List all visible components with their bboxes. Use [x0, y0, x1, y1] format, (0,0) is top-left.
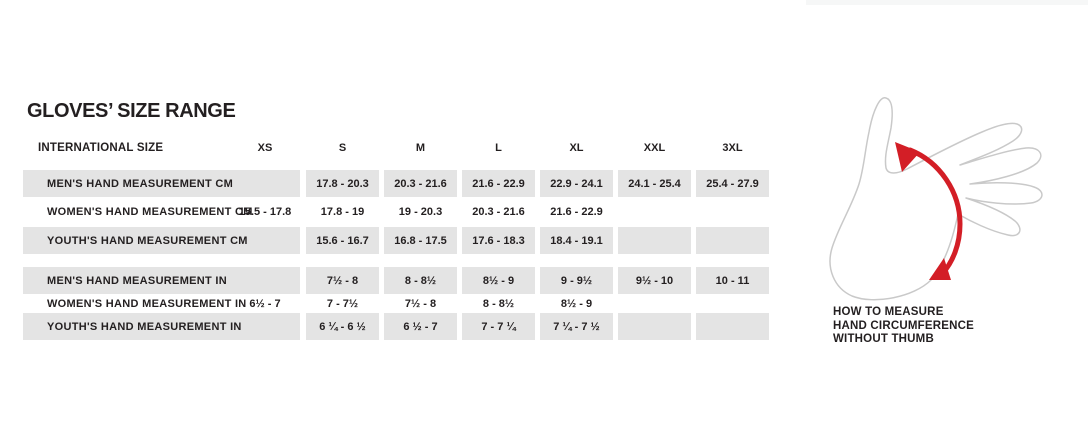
- table-cell: 22.9 - 24.1: [540, 170, 613, 197]
- header-international-size: INTERNATIONAL SIZE: [38, 142, 164, 154]
- table-cell: 7 - 7 ¼: [462, 313, 535, 340]
- measure-instruction-line: WITHOUT THUMB: [833, 333, 934, 345]
- row-label: YOUTH'S HAND MEASUREMENT IN: [23, 313, 300, 340]
- table-cell: [696, 313, 769, 340]
- table-cell: 17.6 - 18.3: [462, 227, 535, 254]
- header-size-xs: XS: [257, 142, 273, 154]
- table-cell: 8 - 8½: [482, 298, 515, 310]
- measure-instruction-line: HAND CIRCUMFERENCE: [833, 319, 974, 332]
- header-size-m: M: [415, 142, 426, 154]
- row-label: WOMEN'S HAND MEASUREMENT CM: [47, 205, 253, 218]
- table-header-row: INTERNATIONAL SIZE XS S M L XL XXL 3XL: [23, 140, 769, 156]
- table-cell: 8 - 8½: [384, 267, 457, 294]
- table-row-youths-cm: YOUTH'S HAND MEASUREMENT CM 15.6 - 16.7 …: [23, 227, 769, 254]
- table-row-youths-in: YOUTH'S HAND MEASUREMENT IN 6 ¼ - 6 ½ 6 …: [23, 313, 769, 340]
- table-cell: 9 - 9½: [540, 267, 613, 294]
- table-cell: 21.6 - 22.9: [550, 205, 603, 218]
- table-cell: 7½ - 8: [404, 298, 437, 310]
- table-row-mens-in: MEN'S HAND MEASUREMENT IN 7½ - 8 8 - 8½ …: [23, 267, 769, 294]
- table-cell: [618, 313, 691, 340]
- table-cell: 19 - 20.3: [398, 205, 443, 218]
- table-cell: 17.8 - 20.3: [306, 170, 379, 197]
- table-cell: 16.8 - 17.5: [384, 227, 457, 254]
- table-cell: 20.3 - 21.6: [384, 170, 457, 197]
- table-cell: [618, 227, 691, 254]
- table-cell: 8½ - 9: [462, 267, 535, 294]
- table-cell: 6 ¼ - 6 ½: [306, 313, 379, 340]
- table-row-womens-in: WOMEN'S HAND MEASUREMENT IN 6½ - 7 7 - 7…: [23, 296, 769, 312]
- header-size-xl: XL: [569, 142, 584, 154]
- hand-outline-icon: [829, 97, 1043, 301]
- table-cell: 8½ - 9: [560, 298, 593, 310]
- table-row-mens-cm: MEN'S HAND MEASUREMENT CM 17.8 - 20.3 20…: [23, 170, 769, 197]
- table-cell: 20.3 - 21.6: [472, 205, 525, 218]
- header-size-3xl: 3XL: [722, 142, 743, 154]
- page-title: GLOVES’ SIZE RANGE: [27, 100, 236, 122]
- measure-instruction: HOW TO MEASURE HAND CIRCUMFERENCE WITHOU…: [833, 306, 974, 347]
- table-cell: 7 ¼ - 7 ½: [540, 313, 613, 340]
- table-cell: [696, 227, 769, 254]
- header-size-l: L: [495, 142, 502, 154]
- table-cell-xs: 15.5 - 17.8: [238, 205, 292, 218]
- table-cell: 21.6 - 22.9: [462, 170, 535, 197]
- table-cell: 15.6 - 16.7: [306, 227, 379, 254]
- row-label: MEN'S HAND MEASUREMENT IN: [23, 267, 300, 294]
- table-cell: 7 - 7½: [326, 298, 359, 310]
- header-size-xxl: XXL: [643, 142, 666, 154]
- row-label: YOUTH'S HAND MEASUREMENT CM: [23, 227, 300, 254]
- row-label: WOMEN'S HAND MEASUREMENT IN: [47, 298, 247, 310]
- table-cell: 24.1 - 25.4: [618, 170, 691, 197]
- table-cell: 17.8 - 19: [320, 205, 365, 218]
- table-cell: 10 - 11: [696, 267, 769, 294]
- measure-instruction-line: HOW TO MEASURE: [833, 306, 944, 318]
- table-cell-xs: 6½ - 7: [249, 298, 281, 310]
- top-edge-strip: [806, 0, 1088, 5]
- hand-measurement-diagram: [812, 78, 1084, 302]
- table-cell: 9½ - 10: [618, 267, 691, 294]
- size-table: INTERNATIONAL SIZE XS S M L XL XXL 3XL M…: [23, 140, 769, 345]
- row-label: MEN'S HAND MEASUREMENT CM: [23, 170, 300, 197]
- header-size-s: S: [338, 142, 347, 154]
- table-cell: 7½ - 8: [306, 267, 379, 294]
- table-cell: 6 ½ - 7: [384, 313, 457, 340]
- table-cell: 18.4 - 19.1: [540, 227, 613, 254]
- table-cell: 25.4 - 27.9: [696, 170, 769, 197]
- table-row-womens-cm: WOMEN'S HAND MEASUREMENT CM 15.5 - 17.8 …: [23, 198, 769, 225]
